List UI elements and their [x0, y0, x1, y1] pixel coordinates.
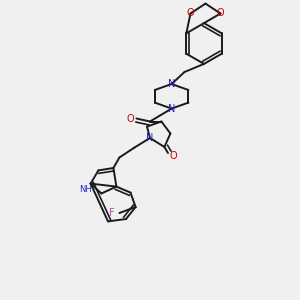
- Text: F: F: [109, 208, 115, 218]
- Text: O: O: [126, 113, 134, 124]
- Text: O: O: [217, 8, 224, 19]
- Text: O: O: [169, 151, 177, 161]
- Text: N: N: [146, 133, 154, 143]
- Text: N: N: [168, 79, 175, 89]
- Text: O: O: [187, 8, 194, 19]
- Text: NH: NH: [79, 184, 92, 194]
- Text: N: N: [168, 103, 175, 114]
